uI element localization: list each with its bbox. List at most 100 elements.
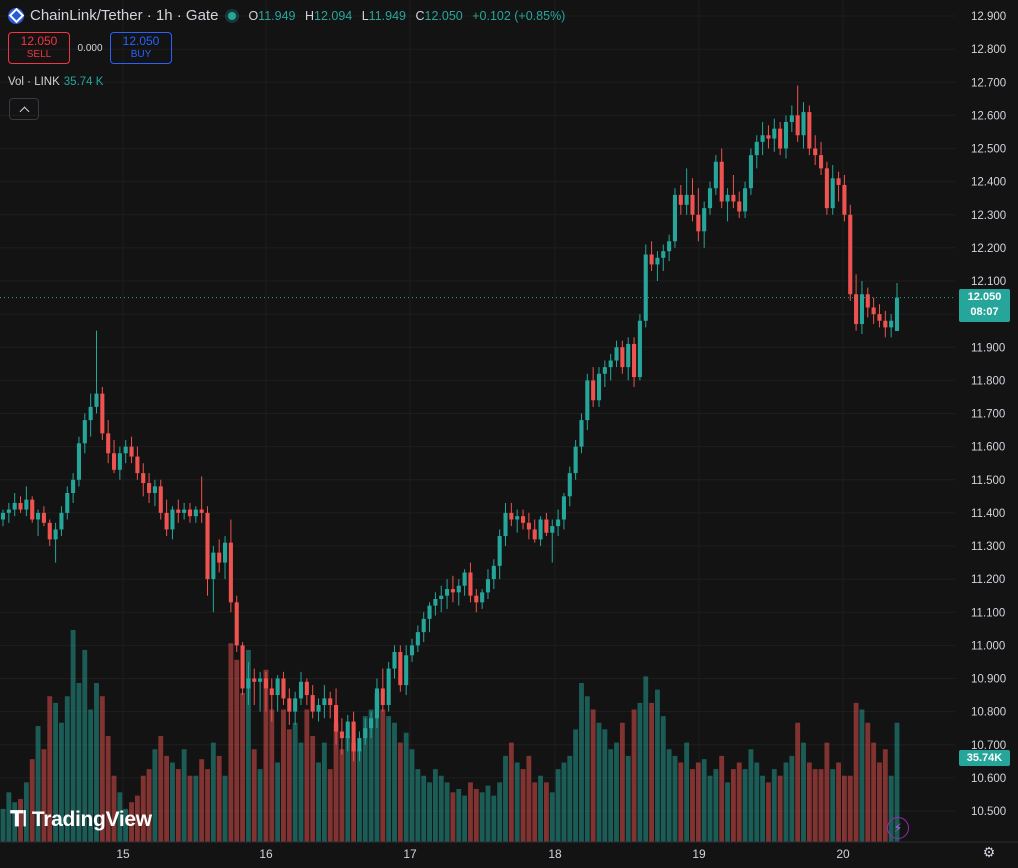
candle-body (818, 155, 824, 169)
candle-body (567, 473, 572, 497)
volume-legend[interactable]: Vol · LINK 35.74 K (8, 76, 103, 88)
candle-body (632, 343, 637, 378)
candle-body (702, 208, 707, 232)
price-axis[interactable]: 12.900 12.800 12.700 12.600 12.500 12.400 12.3… (971, 11, 1006, 818)
gear-icon[interactable]: ⚙︎ (982, 844, 996, 860)
volume-bar (730, 769, 736, 842)
candle-body (748, 155, 753, 189)
candle-body (801, 112, 806, 136)
candle-body (263, 678, 268, 689)
volume-bar (88, 709, 94, 842)
candle-body (637, 320, 642, 378)
volume-bar (199, 759, 205, 842)
y-tick-label: 12.600 (971, 110, 1006, 122)
candle-body (865, 294, 870, 308)
volume-bar (257, 769, 263, 842)
candle-body (47, 522, 52, 540)
candle-body (409, 645, 415, 656)
volume-bar (491, 795, 497, 842)
candle-body (135, 456, 140, 474)
time-axis[interactable]: 15 16 17 18 19 20 (0, 841, 1018, 861)
volume-bar (298, 742, 304, 842)
candle-body (293, 698, 298, 712)
volume-bar (789, 755, 795, 842)
volume-bar (719, 755, 725, 842)
trade-panel: 12.050 SELL 0.000 12.050 BUY (8, 32, 172, 64)
candle-body (480, 592, 485, 603)
candle-body (310, 695, 315, 712)
y-tick-label: 11.500 (971, 475, 1005, 487)
volume-bar (503, 755, 508, 842)
candle-body (246, 678, 251, 689)
volume-bar (345, 736, 351, 842)
candle-body (82, 420, 87, 444)
candle-body (123, 446, 128, 454)
candle-body (258, 678, 263, 682)
volume-bar (292, 722, 298, 842)
candle-body (602, 367, 607, 374)
sell-button[interactable]: 12.050 SELL (8, 32, 70, 64)
candle-body (76, 443, 82, 480)
buy-button[interactable]: 12.050 BUY (110, 32, 172, 64)
candle-body (667, 241, 672, 252)
volume-bar (742, 769, 748, 842)
candle-body (719, 161, 724, 202)
volume-bar (6, 792, 12, 842)
change-value: +0.102 (+0.85%) (472, 8, 566, 23)
volume-bar (275, 762, 281, 842)
volume-bar (444, 782, 450, 842)
y-tick-label: 10.600 (971, 773, 1006, 785)
volume-bar (766, 782, 771, 842)
candle-body (100, 393, 105, 434)
tradingview-logo-icon: 𝐓❘ (10, 808, 26, 831)
candle-body (854, 294, 859, 325)
collapse-legend-button[interactable] (9, 98, 39, 120)
candle-body (392, 652, 397, 669)
volume-bar (380, 709, 386, 842)
candle-body (894, 297, 900, 332)
volume-bar (18, 798, 23, 842)
volume-bar (748, 749, 754, 842)
candle-body (690, 194, 695, 215)
volume-bar (146, 769, 152, 842)
y-tick-label: 12.700 (971, 77, 1006, 89)
volume-bar (561, 762, 567, 842)
volume-bar (841, 775, 847, 842)
volume-bar (777, 775, 783, 842)
candle-body (217, 552, 222, 563)
x-tick-label: 18 (548, 847, 562, 861)
x-tick-label: 17 (403, 847, 417, 861)
volume-bar (23, 782, 29, 842)
candle-body (456, 585, 461, 593)
chevron-up-icon (19, 106, 29, 116)
candle-body (795, 115, 800, 136)
volume-bar (0, 808, 6, 842)
volume-bar (368, 709, 374, 842)
candle-body (643, 254, 648, 321)
lightning-icon[interactable]: ⚡︎ (887, 817, 909, 839)
candle-body (281, 678, 286, 699)
y-tick-label: 12.500 (971, 144, 1006, 156)
volume-bar (643, 676, 649, 842)
low-label: L (361, 8, 369, 23)
volume-bar (462, 795, 468, 842)
market-open-icon (228, 11, 237, 20)
volume-bar (473, 789, 479, 842)
candle-body (830, 178, 835, 209)
candle-body (316, 705, 321, 712)
volume-bar (403, 732, 409, 842)
candle-body (433, 599, 438, 606)
volume-bar (596, 722, 602, 842)
symbol-title[interactable]: ChainLink/Tether · 1h · Gate (30, 7, 219, 24)
volume-bar (105, 736, 111, 842)
volume-bar (894, 722, 900, 842)
candle-body (789, 115, 794, 122)
y-tick-label: 12.200 (971, 243, 1006, 255)
chainlink-logo-icon (8, 7, 24, 24)
volume-bar (438, 775, 444, 842)
candle-body (743, 188, 748, 212)
volume-bar (175, 769, 181, 842)
candle-body (462, 572, 467, 586)
ohlc-values: O11.949 H12.094 L11.949 C12.050 +0.102 (… (248, 9, 571, 23)
